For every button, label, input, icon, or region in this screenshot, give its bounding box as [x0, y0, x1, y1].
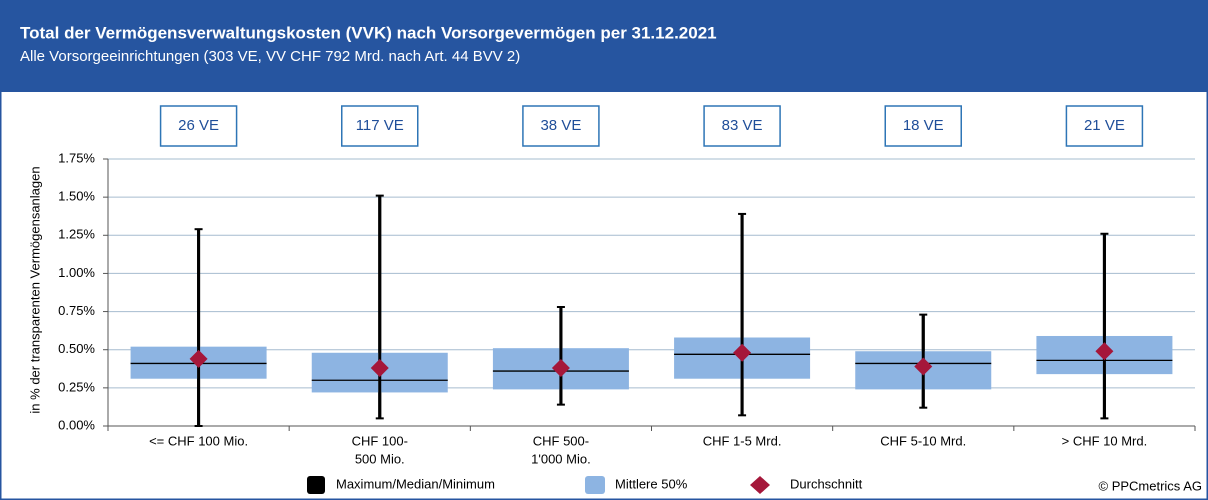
y-tick-label: 0.75%	[58, 303, 95, 318]
mean-marker	[370, 359, 389, 378]
count-box	[522, 105, 600, 147]
source: © PPCmetrics AG	[1099, 478, 1203, 493]
x-tick-label: CHF 100-	[352, 433, 408, 448]
count-label: 21 VE	[1084, 117, 1125, 134]
x-tick-label: > CHF 10 Mrd.	[1062, 433, 1148, 448]
mean-marker	[914, 357, 933, 376]
legend-label: Maximum/Median/Minimum	[336, 476, 495, 491]
legend-swatch	[750, 476, 770, 494]
mean-marker	[1095, 342, 1114, 361]
count-label: 38 VE	[540, 117, 581, 134]
count-box	[703, 105, 781, 147]
x-tick-label: <= CHF 100 Mio.	[149, 433, 248, 448]
mean-marker	[551, 359, 570, 378]
chart-title: Total der Vermögensverwaltungskosten (VV…	[20, 23, 717, 42]
count-box	[884, 105, 962, 147]
header	[0, 0, 1208, 92]
x-tick-label: 1'000 Mio.	[531, 451, 591, 466]
y-tick-label: 1.25%	[58, 227, 95, 242]
y-tick-label: 1.75%	[58, 150, 95, 165]
count-label: 26 VE	[178, 117, 219, 134]
y-tick-label: 0.50%	[58, 341, 95, 356]
x-tick-label: 500 Mio.	[355, 451, 405, 466]
count-box	[159, 105, 238, 147]
y-tick-label: 0.00%	[58, 417, 95, 432]
mean-marker	[189, 349, 208, 368]
x-tick-label: CHF 500-	[533, 433, 589, 448]
mean-marker	[733, 343, 752, 362]
count-label: 18 VE	[903, 117, 944, 134]
count-box	[341, 105, 419, 147]
count-label: 117 VE	[356, 117, 404, 134]
x-tick-label: CHF 1-5 Mrd.	[703, 433, 782, 448]
count-box	[1065, 105, 1144, 147]
y-tick-label: 0.25%	[58, 379, 95, 394]
count-label: 83 VE	[722, 117, 763, 134]
y-tick-label: 1.50%	[58, 189, 95, 204]
legend-swatch	[585, 476, 605, 494]
x-tick-label: CHF 5-10 Mrd.	[880, 433, 966, 448]
legend-swatch	[307, 476, 325, 494]
chart-subtitle: Alle Vorsorgeeinrichtungen (303 VE, VV C…	[20, 48, 520, 65]
legend-label: Durchschnitt	[790, 476, 863, 491]
y-tick-label: 1.00%	[58, 265, 95, 280]
y-axis-label: in % der transparenten Vermögensanlagen	[27, 166, 42, 413]
legend-label: Mittlere 50%	[615, 476, 688, 491]
